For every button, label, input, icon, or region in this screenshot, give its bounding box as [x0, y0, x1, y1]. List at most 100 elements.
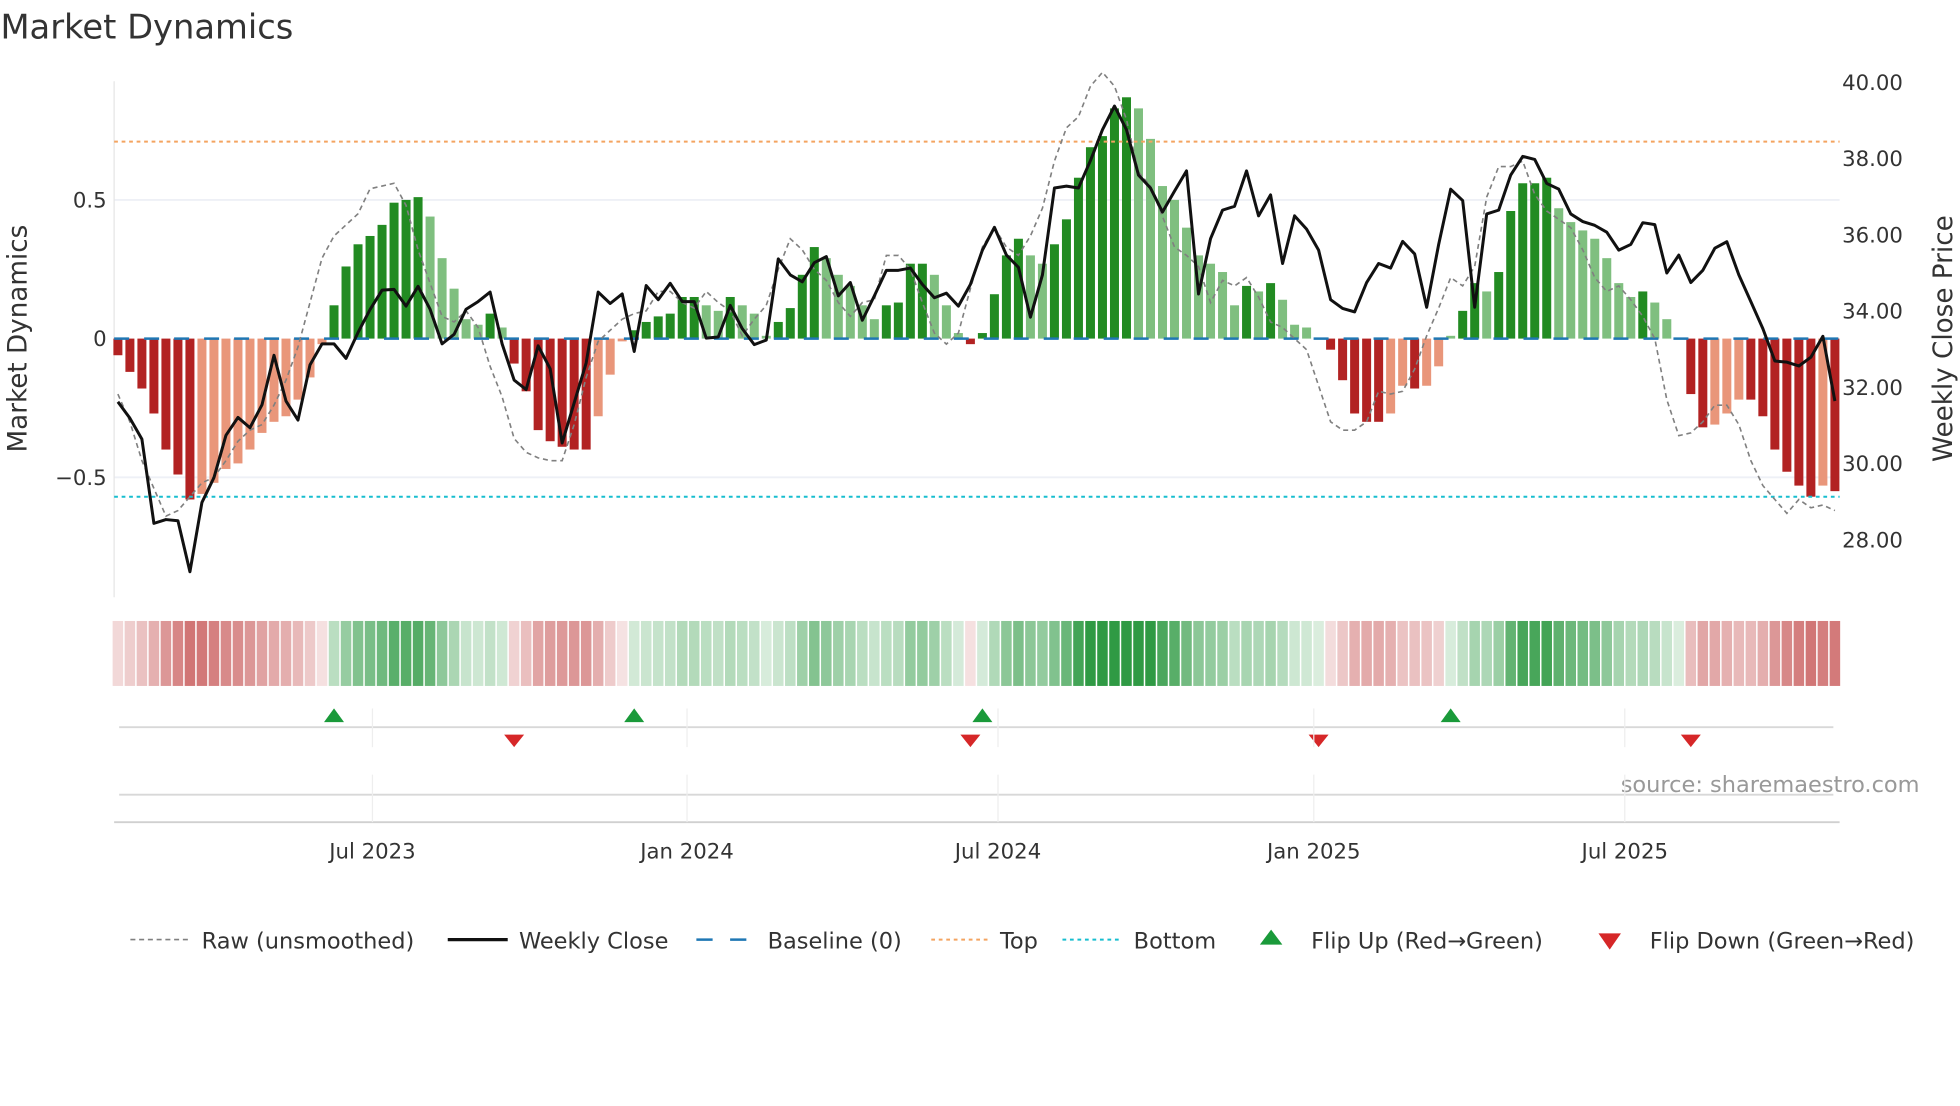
heat-cell: [1433, 620, 1444, 686]
momentum-bar: [125, 338, 135, 372]
momentum-bar: [1746, 338, 1756, 400]
heat-cell: [1217, 620, 1228, 686]
momentum-bar: [929, 274, 939, 339]
flip-down-marker: [960, 734, 981, 748]
heat-cell: [1733, 620, 1745, 686]
momentum-bar: [1145, 138, 1155, 339]
momentum-bar: [245, 338, 255, 450]
heat-cell: [640, 620, 652, 686]
heat-cell: [737, 620, 748, 686]
momentum-bar: [1770, 338, 1780, 450]
heat-cell: [364, 620, 376, 686]
momentum-bar: [1158, 186, 1168, 339]
momentum-bar: [941, 305, 951, 339]
heat-cell: [965, 620, 976, 686]
momentum-bar: [1506, 211, 1516, 339]
momentum-bar: [809, 247, 819, 339]
momentum-bar: [1254, 291, 1264, 339]
heat-cell: [1385, 620, 1396, 686]
legend-label: Raw (unsmoothed): [202, 928, 415, 954]
momentum-bar: [833, 274, 843, 339]
legend-item-raw: Raw (unsmoothed): [130, 928, 414, 954]
heat-cell: [1769, 620, 1781, 686]
momentum-bar: [1230, 305, 1240, 339]
heat-cell: [604, 620, 616, 686]
momentum-bar: [1578, 230, 1588, 339]
momentum-bar: [893, 302, 903, 339]
momentum-bar: [1494, 272, 1504, 339]
momentum-bar: [977, 333, 987, 339]
heat-cell: [1589, 620, 1601, 686]
momentum-bar: [1410, 338, 1420, 389]
heat-cell: [1013, 620, 1024, 686]
momentum-bars: [113, 97, 1840, 500]
momentum-bar: [1422, 338, 1432, 386]
heat-cell: [1661, 620, 1673, 686]
heat-cell: [1145, 620, 1156, 686]
momentum-bar: [1242, 285, 1252, 339]
momentum-bar: [989, 294, 999, 339]
heat-cell: [1469, 620, 1480, 686]
momentum-bar: [1386, 338, 1396, 414]
heat-cell: [881, 620, 892, 686]
momentum-bar: [749, 313, 759, 339]
momentum-bar: [569, 338, 579, 450]
heat-cell: [1445, 620, 1456, 686]
heat-cell: [664, 620, 676, 686]
momentum-bar: [1554, 208, 1564, 339]
flip-down-marker: [504, 734, 525, 748]
heat-cell: [124, 620, 136, 686]
legend-label: Top: [999, 928, 1038, 954]
momentum-bar: [1470, 283, 1480, 339]
flip-up-icon: [1259, 929, 1283, 945]
momentum-bar: [845, 285, 855, 339]
heat-cell: [208, 620, 220, 686]
momentum-bar: [869, 319, 879, 339]
legend-label: Baseline (0): [768, 928, 902, 954]
heat-cell: [1553, 620, 1564, 686]
heat-cell: [1601, 620, 1613, 686]
heat-cell: [1073, 620, 1084, 686]
momentum-bar: [449, 288, 459, 339]
flip-up-marker: [972, 708, 993, 723]
heat-cell: [1205, 620, 1216, 686]
flip-down-marker: [1308, 734, 1329, 748]
heat-cell: [700, 620, 712, 686]
heat-cell: [941, 620, 952, 686]
momentum-bar: [497, 327, 507, 339]
momentum-bar: [173, 338, 183, 475]
heat-cell: [304, 620, 316, 686]
legend: Raw (unsmoothed) Weekly Close Baseline (0)…: [130, 928, 1914, 954]
heat-cell: [724, 620, 736, 686]
heat-cell: [136, 620, 148, 686]
heat-cell: [797, 620, 808, 686]
heat-cell: [1169, 620, 1180, 686]
momentum-bar: [305, 338, 315, 378]
momentum-bar: [365, 235, 375, 339]
heat-cell: [220, 620, 232, 686]
heat-cell: [1181, 620, 1192, 686]
heat-cell: [1265, 620, 1276, 686]
heat-cell: [424, 620, 436, 686]
momentum-bar: [1037, 263, 1047, 339]
momentum-bar: [953, 333, 963, 339]
heat-cell: [592, 620, 604, 686]
heat-cell: [196, 620, 208, 686]
heat-cell: [1397, 620, 1408, 686]
momentum-bar: [1626, 296, 1636, 339]
heat-cell: [256, 620, 268, 686]
heat-cell: [184, 620, 196, 686]
heat-cell: [845, 620, 856, 686]
legend-item-close: Weekly Close: [447, 928, 668, 954]
heat-cell: [460, 620, 472, 686]
x-tick-label: Jul 2025: [1580, 839, 1668, 864]
heat-cell: [1805, 620, 1817, 686]
momentum-bar: [389, 202, 399, 339]
momentum-bar: [353, 244, 363, 339]
heat-cell: [1121, 620, 1132, 686]
momentum-bar: [1001, 255, 1011, 339]
y2-axis-label: Weekly Close Price: [1929, 215, 1959, 462]
heat-cell: [1529, 620, 1540, 686]
heat-cell: [1421, 620, 1432, 686]
heat-cell: [1085, 620, 1096, 686]
